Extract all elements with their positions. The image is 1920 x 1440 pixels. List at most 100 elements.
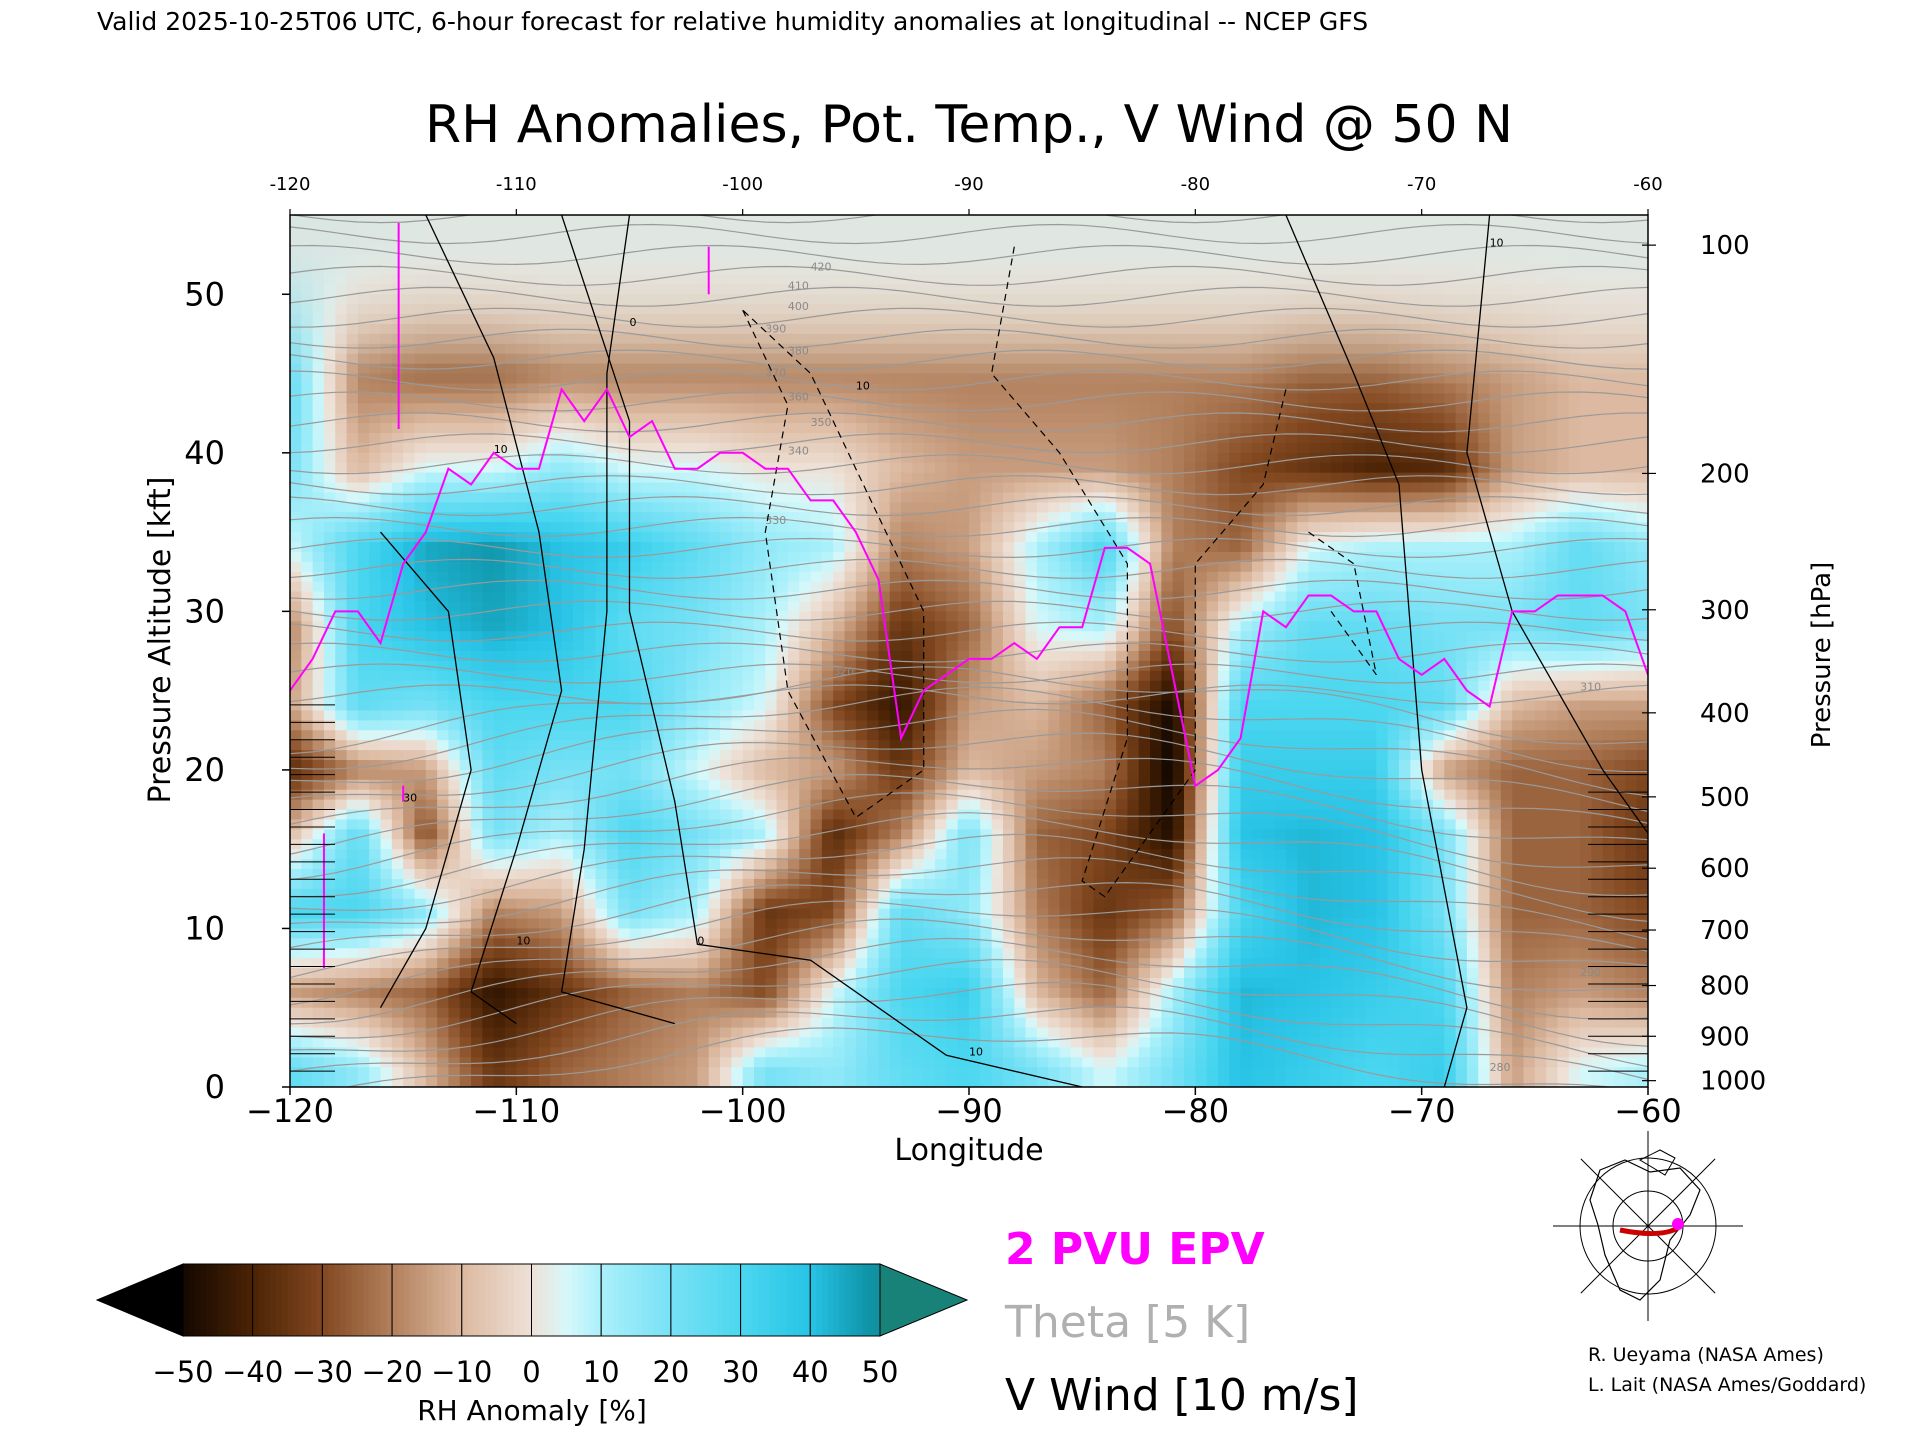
heatmap-cell	[516, 393, 529, 404]
heatmap-cell	[799, 462, 812, 474]
heatmap-cell	[606, 690, 619, 702]
heatmap-cell	[663, 482, 676, 494]
heatmap-cell	[357, 690, 370, 702]
heatmap-cell	[505, 760, 517, 771]
heatmap-cell	[697, 1017, 710, 1029]
heatmap-cell	[708, 274, 721, 285]
heatmap-cell	[720, 571, 732, 583]
heatmap-cell	[855, 274, 868, 285]
heatmap-cell	[855, 373, 868, 385]
heatmap-cell	[640, 224, 653, 236]
heatmap-cell	[742, 492, 755, 503]
heatmap-cell	[821, 1037, 834, 1048]
heatmap-cell	[505, 1077, 517, 1087]
heatmap-cell	[471, 859, 483, 870]
heatmap-cell	[606, 769, 619, 781]
heatmap-cell	[833, 571, 846, 583]
heatmap-cell	[799, 264, 812, 276]
heatmap-cell	[369, 1007, 382, 1019]
heatmap-cell	[369, 462, 382, 474]
heatmap-cell	[640, 482, 653, 494]
heatmap-cell	[686, 769, 698, 781]
heatmap-cell	[629, 532, 642, 543]
heatmap-cell	[844, 492, 857, 503]
heatmap-cell	[335, 532, 348, 543]
heatmap-cell	[538, 660, 551, 672]
heatmap-cell	[889, 888, 902, 900]
heatmap-cell	[708, 631, 721, 642]
heatmap-cell	[414, 730, 427, 741]
heatmap-cell	[538, 363, 551, 375]
heatmap-cell	[425, 621, 438, 632]
heatmap-cell	[403, 333, 416, 345]
heatmap-cell	[561, 651, 574, 662]
heatmap-cell	[708, 948, 721, 959]
heatmap-cell	[403, 958, 416, 969]
heatmap-cell	[346, 502, 359, 513]
heatmap-cell	[584, 918, 597, 930]
heatmap-cell	[708, 215, 721, 226]
heatmap-cell	[312, 333, 325, 345]
heatmap-cell	[403, 254, 416, 266]
heatmap-cell	[720, 760, 732, 771]
heatmap-cell	[414, 997, 427, 1009]
heatmap-cell	[787, 829, 800, 840]
heatmap-cell	[821, 561, 834, 573]
heatmap-cell	[357, 819, 370, 830]
heatmap-cell	[380, 690, 393, 702]
heatmap-cell	[414, 353, 427, 365]
heatmap-cell	[708, 938, 721, 949]
heatmap-cell	[878, 224, 891, 236]
heatmap-cell	[448, 423, 461, 434]
heatmap-cell	[686, 680, 698, 692]
heatmap-cell	[505, 343, 517, 355]
heatmap-cell	[765, 631, 778, 642]
heatmap-cell	[753, 284, 766, 295]
heatmap-cell	[437, 353, 450, 365]
heatmap-cell	[561, 918, 574, 930]
heatmap-cell	[448, 660, 461, 672]
heatmap-cell	[663, 442, 676, 454]
heatmap-cell	[686, 492, 698, 503]
heatmap-cell	[867, 551, 880, 563]
heatmap-cell	[629, 869, 642, 880]
heatmap-cell	[765, 730, 778, 741]
heatmap-cell	[663, 789, 676, 801]
heatmap-cell	[437, 403, 450, 414]
heatmap-cell	[810, 551, 823, 563]
heatmap-cell	[686, 799, 698, 811]
heatmap-cell	[731, 561, 744, 573]
heatmap-cell	[742, 621, 755, 632]
heatmap-cell	[674, 869, 687, 880]
heatmap-cell	[527, 234, 540, 246]
heatmap-cell	[527, 660, 540, 672]
heatmap-cell	[425, 918, 438, 930]
heatmap-cell	[357, 611, 370, 622]
heatmap-cell	[765, 958, 778, 969]
heatmap-cell	[833, 1047, 846, 1058]
heatmap-cell	[606, 482, 619, 494]
heatmap-cell	[878, 571, 891, 583]
heatmap-cell	[380, 324, 393, 335]
heatmap-cell	[821, 423, 834, 434]
heatmap-cell	[855, 324, 868, 335]
heatmap-cell	[516, 1017, 529, 1029]
heatmap-cell	[369, 849, 382, 860]
heatmap-cell	[561, 343, 574, 355]
heatmap-cell	[290, 215, 302, 226]
heatmap-cell	[290, 413, 302, 424]
heatmap-cell	[787, 651, 800, 662]
heatmap-cell	[708, 750, 721, 761]
heatmap-cell	[901, 452, 914, 464]
heatmap-cell	[538, 512, 551, 523]
heatmap-cell	[403, 948, 416, 959]
heatmap-cell	[686, 968, 698, 979]
heatmap-cell	[787, 670, 800, 682]
heatmap-cell	[290, 760, 302, 771]
heatmap-cell	[720, 522, 732, 533]
heatmap-cell	[471, 215, 483, 226]
heatmap-cell	[301, 274, 314, 285]
heatmap-cell	[787, 462, 800, 474]
heatmap-cell	[606, 958, 619, 969]
heatmap-cell	[810, 561, 823, 573]
